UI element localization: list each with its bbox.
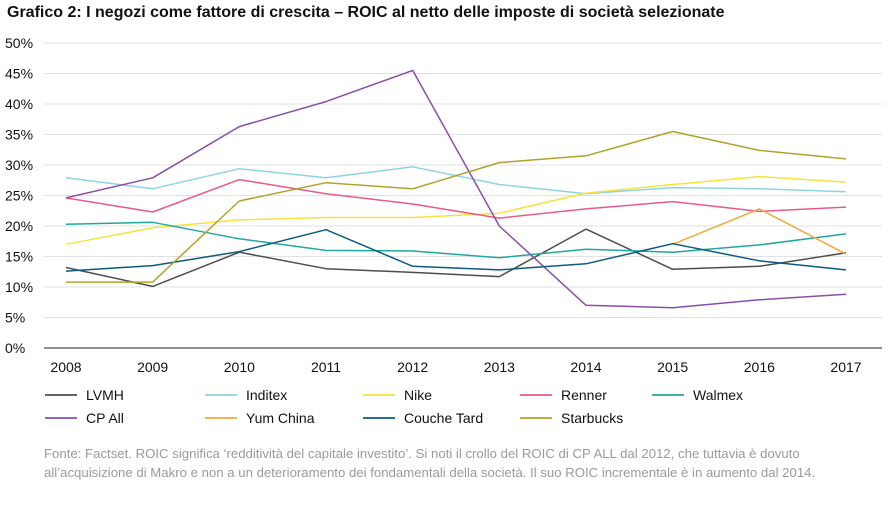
x-tick-label: 2009	[137, 359, 168, 375]
legend-label-inditex: Inditex	[246, 387, 287, 403]
legend: LVMH Inditex Nike Renner Walmex CP All Yum Chi…	[45, 387, 743, 426]
series-line-cp-all	[65, 69, 847, 309]
series-lines	[65, 69, 847, 309]
source-footnote: Fonte: Factset. ROIC significa ‘redditiv…	[44, 446, 816, 480]
series-line-inditex	[65, 166, 847, 195]
y-tick-label: 50%	[5, 35, 33, 51]
legend-label-cp-all: CP All	[86, 410, 124, 426]
y-axis-ticks: 0% 5% 10% 15% 20% 25% 30% 35% 40% 45% 50%	[5, 35, 33, 356]
y-tick-label: 20%	[5, 218, 33, 234]
y-tick-label: 40%	[5, 96, 33, 112]
legend-label-nike: Nike	[404, 387, 432, 403]
series-line-couche-tard	[65, 228, 847, 272]
y-tick-label: 45%	[5, 66, 33, 82]
y-tick-label: 15%	[5, 249, 33, 265]
y-tick-label: 30%	[5, 157, 33, 173]
y-tick-label: 0%	[5, 340, 25, 356]
series-line-nike	[65, 175, 847, 246]
chart-title: Grafico 2: I negozi come fattore di cres…	[7, 4, 725, 21]
series-line-lvmh	[65, 228, 847, 288]
series-line-walmex	[65, 221, 847, 259]
legend-label-couche-tard: Couche Tard	[404, 410, 483, 426]
x-tick-label: 2017	[830, 359, 861, 375]
x-tick-label: 2013	[484, 359, 515, 375]
series-line-starbucks	[66, 130, 847, 283]
x-tick-label: 2016	[744, 359, 775, 375]
y-tick-label: 35%	[5, 127, 33, 143]
x-tick-label: 2010	[224, 359, 255, 375]
legend-label-renner: Renner	[561, 387, 607, 403]
x-tick-label: 2014	[570, 359, 601, 375]
legend-label-lvmh: LVMH	[86, 387, 124, 403]
x-tick-label: 2012	[397, 359, 428, 375]
legend-label-starbucks: Starbucks	[561, 410, 623, 426]
x-tick-label: 2011	[311, 359, 341, 375]
x-tick-label: 2015	[657, 359, 688, 375]
series-line-renner	[65, 178, 847, 219]
series-line-yum-china	[672, 208, 847, 255]
grid-lines	[44, 42, 882, 349]
y-tick-label: 25%	[5, 188, 33, 204]
y-tick-label: 5%	[5, 310, 25, 326]
y-tick-label: 10%	[5, 279, 33, 295]
line-chart: 0% 5% 10% 15% 20% 25% 30% 35% 40% 45% 50% 2008 2009…	[5, 35, 882, 426]
legend-label-walmex: Walmex	[693, 387, 743, 403]
x-axis-ticks: 2008 2009 2010 2011 2012 2013 2014 2015 2016 2017	[50, 359, 861, 375]
x-tick-label: 2008	[50, 359, 81, 375]
legend-label-yum-china: Yum China	[246, 410, 315, 426]
